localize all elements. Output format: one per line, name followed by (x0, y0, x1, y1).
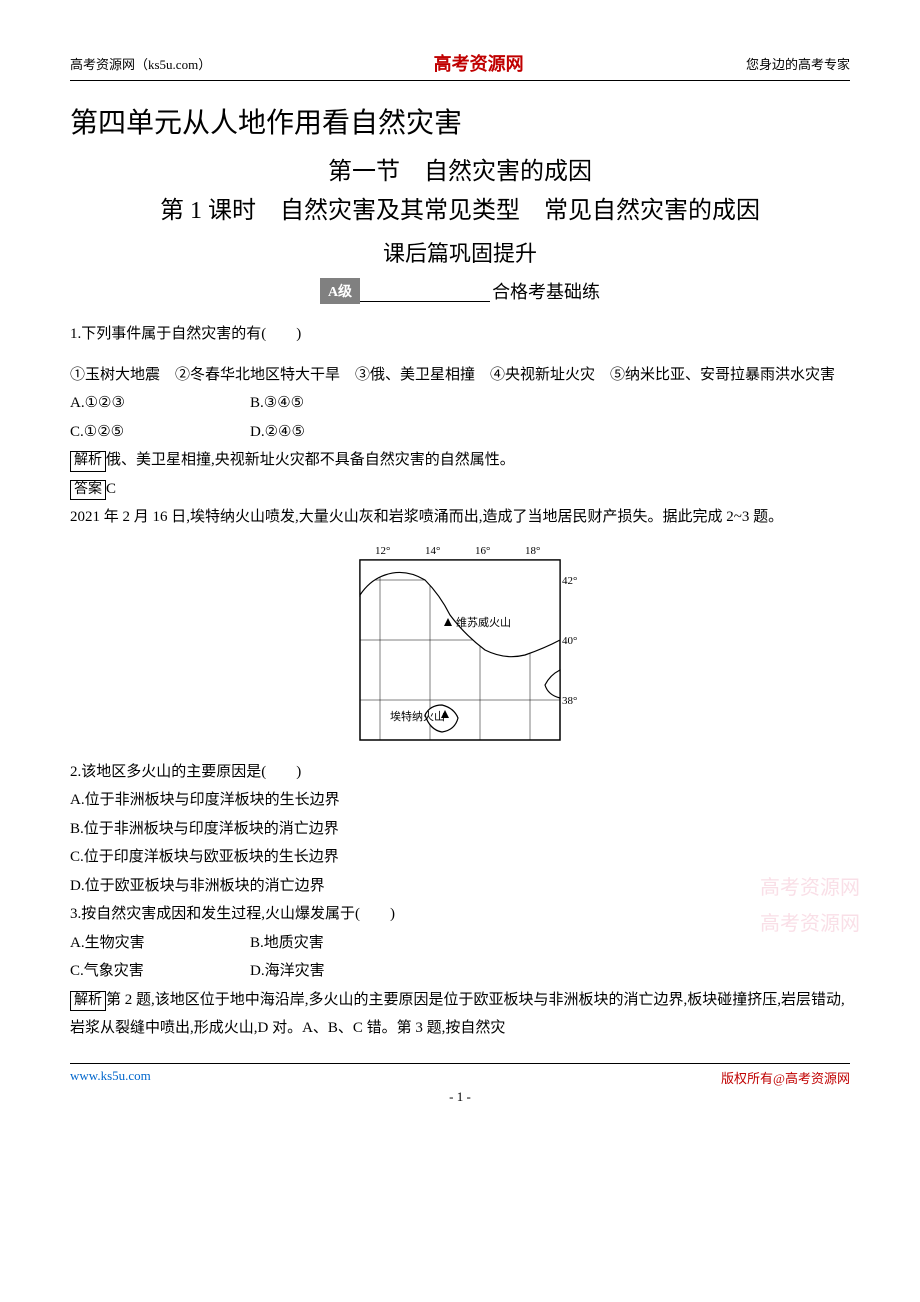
level-line (360, 280, 490, 302)
italy-coastline (360, 560, 560, 657)
q1-answer-line: 答案C (70, 475, 850, 504)
q2-stem: 2.该地区多火山的主要原因是( ) (70, 758, 850, 787)
lon-18: 18° (525, 545, 540, 557)
q3-opt-c: C.气象灾害 (70, 957, 250, 986)
watermark-line1: 高考资源网 (760, 870, 860, 906)
section-title: 第一节 自然灾害的成因 (70, 151, 850, 186)
page-number: - 1 - (70, 1089, 850, 1105)
q2-opt-d: D.位于欧亚板块与非洲板块的消亡边界 (70, 872, 850, 901)
q1-stem: 1.下列事件属于自然灾害的有( ) (70, 320, 850, 349)
header-right: 您身边的高考专家 (746, 54, 850, 73)
q1-options-row1: A.①②③ B.③④⑤ (70, 389, 850, 418)
level-row: A级 合格考基础练 (70, 278, 850, 304)
analysis-tag-2: 解析 (70, 991, 106, 1011)
answer-tag: 答案 (70, 480, 106, 500)
map-svg: 12° 14° 16° 18° 42° 40° 38° 维苏威火山 (330, 540, 590, 750)
q3-opt-d: D.海洋灾害 (250, 957, 430, 986)
watermark: 高考资源网 高考资源网 (760, 870, 860, 942)
page-header: 高考资源网（ks5u.com） 高考资源网 您身边的高考专家 (70, 50, 850, 81)
footer-url: www.ks5u.com (70, 1068, 151, 1087)
etna-label: 埃特纳火山 (390, 709, 445, 723)
analysis-tag: 解析 (70, 451, 106, 471)
lat-40: 40° (562, 635, 577, 647)
q3-options-row1: A.生物灾害 B.地质灾害 (70, 929, 850, 958)
lat-38: 38° (562, 695, 577, 707)
level-badge: A级 (320, 278, 360, 304)
q1-opt-c: C.①②⑤ (70, 418, 250, 447)
q1-answer: C (106, 481, 116, 497)
footer-copyright: 版权所有@高考资源网 (721, 1068, 850, 1087)
coast-fragment (545, 670, 560, 698)
header-left: 高考资源网（ks5u.com） (70, 54, 211, 73)
q1-opt-a: A.①②③ (70, 389, 250, 418)
q1-opt-d: D.②④⑤ (250, 418, 430, 447)
lat-42: 42° (562, 575, 577, 587)
sub-title: 课后篇巩固提升 (70, 236, 850, 268)
watermark-line2: 高考资源网 (760, 906, 860, 942)
vesuvius-icon (444, 618, 452, 626)
spacer (70, 349, 850, 361)
q3-opt-b: B.地质灾害 (250, 929, 430, 958)
page-footer: www.ks5u.com 版权所有@高考资源网 (70, 1063, 850, 1087)
q3-analysis: 第 2 题,该地区位于地中海沿岸,多火山的主要原因是位于欧亚板块与非洲板块的消亡… (70, 992, 845, 1037)
q3-opt-a: A.生物灾害 (70, 929, 250, 958)
lon-16: 16° (475, 545, 490, 557)
lon-14: 14° (425, 545, 440, 557)
context-23: 2021 年 2 月 16 日,埃特纳火山喷发,大量火山灰和岩浆喷涌而出,造成了… (70, 503, 850, 532)
q1-analysis-line: 解析俄、美卫星相撞,央视新址火灾都不具备自然灾害的自然属性。 (70, 446, 850, 475)
q3-analysis-line: 解析第 2 题,该地区位于地中海沿岸,多火山的主要原因是位于欧亚板块与非洲板块的… (70, 986, 850, 1043)
q2-opt-b: B.位于非洲板块与印度洋板块的消亡边界 (70, 815, 850, 844)
level-text: 合格考基础练 (492, 278, 600, 304)
q2-opt-c: C.位于印度洋板块与欧亚板块的生长边界 (70, 843, 850, 872)
q1-items: ①玉树大地震 ②冬春华北地区特大干旱 ③俄、美卫星相撞 ④央视新址火灾 ⑤纳米比… (70, 361, 850, 390)
vesuvius-label: 维苏威火山 (456, 616, 511, 629)
q3-stem: 3.按自然灾害成因和发生过程,火山爆发属于( ) (70, 900, 850, 929)
content-body: 1.下列事件属于自然灾害的有( ) ①玉树大地震 ②冬春华北地区特大干旱 ③俄、… (70, 320, 850, 1043)
unit-title: 第四单元从人地作用看自然灾害 (70, 101, 850, 141)
q1-options-row2: C.①②⑤ D.②④⑤ (70, 418, 850, 447)
q2-opt-a: A.位于非洲板块与印度洋板块的生长边界 (70, 786, 850, 815)
map-figure: 12° 14° 16° 18° 42° 40° 38° 维苏威火山 (70, 540, 850, 750)
q1-opt-b: B.③④⑤ (250, 389, 430, 418)
lon-12: 12° (375, 545, 390, 557)
q1-analysis: 俄、美卫星相撞,央视新址火灾都不具备自然灾害的自然属性。 (106, 452, 515, 468)
lesson-title: 第 1 课时 自然灾害及其常见类型 常见自然灾害的成因 (70, 192, 850, 230)
q3-options-row2: C.气象灾害 D.海洋灾害 (70, 957, 850, 986)
header-center-logo: 高考资源网 (434, 50, 524, 76)
